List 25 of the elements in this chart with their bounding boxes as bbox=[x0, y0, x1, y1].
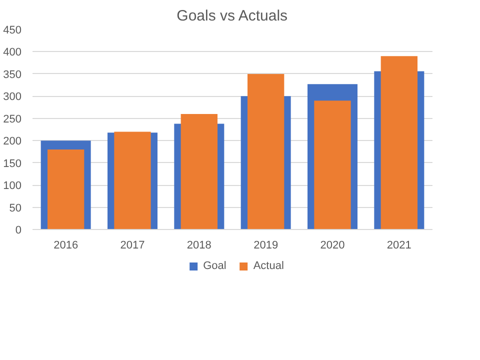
chart-title: Goals vs Actuals bbox=[176, 8, 288, 24]
y-tick-label: 300 bbox=[3, 91, 22, 104]
y-tick-label: 0 bbox=[15, 224, 22, 236]
y-tick-label: 100 bbox=[3, 180, 22, 192]
bar bbox=[248, 74, 284, 230]
legend-label: Actual bbox=[253, 260, 284, 272]
x-tick-label: 2021 bbox=[386, 240, 412, 252]
y-tick-label: 150 bbox=[3, 158, 22, 170]
y-tick-label: 250 bbox=[3, 113, 22, 126]
x-tick-label: 2018 bbox=[186, 240, 212, 252]
x-tick-label: 2020 bbox=[320, 240, 345, 252]
legend-label: Goal bbox=[203, 260, 226, 272]
bar bbox=[380, 56, 418, 230]
bar bbox=[180, 114, 218, 230]
x-tick-label: 2017 bbox=[120, 240, 145, 252]
y-tick-label: 350 bbox=[3, 68, 22, 81]
y-tick-label: 200 bbox=[3, 136, 22, 148]
bar bbox=[114, 132, 151, 230]
x-tick-label: 2016 bbox=[54, 240, 78, 252]
bar bbox=[48, 150, 84, 230]
bar bbox=[314, 100, 351, 230]
y-tick-label: 450 bbox=[3, 24, 22, 36]
y-tick-label: 400 bbox=[3, 46, 22, 59]
x-tick-label: 2019 bbox=[254, 240, 278, 252]
y-tick-label: 50 bbox=[9, 202, 22, 214]
